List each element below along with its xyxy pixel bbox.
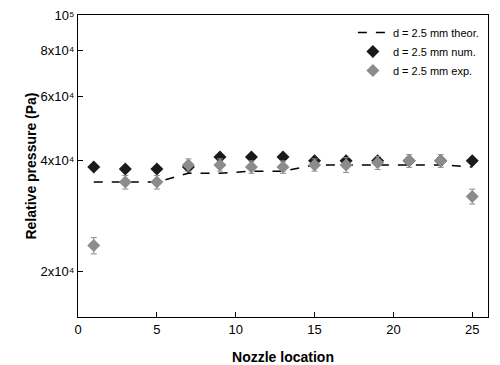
svg-text:4x10⁴: 4x10⁴ [41,153,75,168]
svg-text:Nozzle location: Nozzle location [232,349,334,365]
svg-text:10⁵: 10⁵ [55,8,75,23]
svg-text:2x10⁴: 2x10⁴ [41,264,75,279]
svg-text:d = 2.5 mm exp.: d = 2.5 mm exp. [393,65,472,77]
svg-text:d = 2.5 mm theor.: d = 2.5 mm theor. [393,27,479,39]
svg-text:15: 15 [307,322,321,337]
svg-text:10: 10 [228,322,242,337]
svg-text:25: 25 [465,322,479,337]
svg-text:20: 20 [386,322,400,337]
svg-text:0: 0 [74,322,81,337]
svg-text:5: 5 [153,322,160,337]
svg-text:Relative pressure (Pa): Relative pressure (Pa) [23,92,39,239]
svg-text:8x10⁴: 8x10⁴ [41,43,75,58]
svg-text:6x10⁴: 6x10⁴ [41,89,75,104]
svg-text:d = 2.5 mm num.: d = 2.5 mm num. [393,46,476,58]
